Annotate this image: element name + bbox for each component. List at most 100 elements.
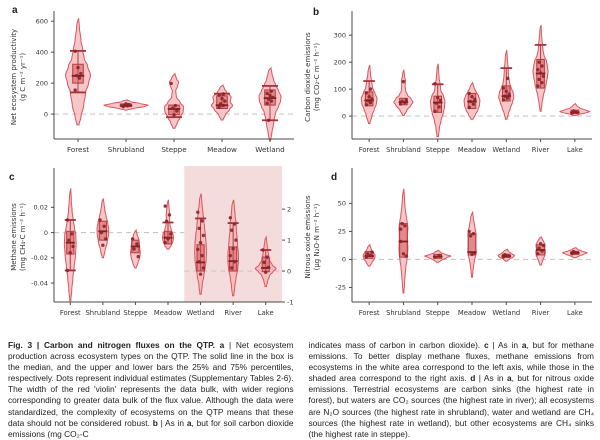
- category-label-meadow: Meadow: [207, 145, 237, 154]
- data-point: [265, 101, 269, 105]
- y-tick-label: 100: [334, 85, 346, 93]
- category-label-steppe: Steppe: [161, 145, 187, 154]
- data-point: [135, 242, 139, 246]
- violin-b-forest: [360, 64, 378, 125]
- data-point: [370, 97, 374, 101]
- data-point: [164, 219, 169, 223]
- data-point: [364, 103, 369, 107]
- data-point: [232, 260, 237, 264]
- category-label-lake: Lake: [567, 309, 583, 317]
- right-y-tick-label: -1: [287, 298, 293, 306]
- data-point: [266, 265, 271, 270]
- violin-plot-b: 300 200 100 0 Forest Shrubland Steppe Meadow Wet…: [304, 11, 592, 154]
- y-axis-label: Carbon dioxide emissions: [304, 32, 312, 122]
- y-tick-label: 300: [334, 32, 346, 40]
- data-point: [196, 210, 200, 214]
- data-point: [269, 99, 274, 103]
- data-point: [68, 251, 72, 255]
- violin-c-lake: [254, 235, 277, 287]
- y-axis-units: (g C m⁻² yr⁻¹): [19, 53, 27, 102]
- iqr-box: [196, 244, 205, 272]
- data-point: [537, 60, 541, 64]
- data-point: [217, 93, 221, 97]
- violin-plot-a: 600 400 200 0 Forest Shrubland Steppe Meadow Wet…: [10, 11, 294, 154]
- data-point: [398, 227, 403, 231]
- data-point: [266, 97, 271, 101]
- data-point: [132, 247, 136, 251]
- data-point: [434, 101, 439, 105]
- data-point: [366, 99, 370, 103]
- caption-segment: | As in: [157, 417, 187, 428]
- data-point: [220, 96, 224, 101]
- data-point: [503, 253, 507, 257]
- violin-c-wetland: [194, 193, 207, 295]
- caption-bold-segment: b: [152, 417, 158, 428]
- data-point: [175, 109, 179, 113]
- data-point: [197, 226, 201, 231]
- data-point: [65, 268, 70, 273]
- data-point: [404, 254, 408, 258]
- caption-segment: | As in: [475, 373, 507, 384]
- caption-bold-segment: c: [484, 340, 489, 350]
- violin-b-wetland: [498, 49, 515, 120]
- violin-a-meadow: [210, 84, 234, 121]
- y-tick-label: 200: [334, 58, 346, 66]
- data-point: [77, 76, 82, 80]
- category-label-forest: Forest: [359, 146, 380, 154]
- data-point: [501, 86, 506, 90]
- right-y-tick-label: 1: [287, 236, 291, 244]
- data-point: [437, 105, 441, 109]
- caption-bold-segment: a: [186, 417, 192, 428]
- data-point: [167, 213, 172, 217]
- violin-d-forest: [362, 243, 376, 267]
- data-point: [433, 109, 437, 113]
- data-point: [169, 232, 173, 236]
- data-point: [163, 204, 167, 208]
- violin-plot-c: 0.02 0 -0.02 -0.04 2 1 0 -1 Forest Shrubland Stepp…: [10, 166, 293, 317]
- panel-letter-d: d: [331, 172, 338, 183]
- violin-c-forest: [63, 188, 77, 302]
- caption-column-right: indicates mass of carbon in carbon dioxi…: [309, 340, 595, 440]
- data-point: [540, 249, 544, 253]
- iqr-box: [72, 63, 84, 84]
- data-point: [368, 87, 373, 91]
- data-point: [364, 255, 369, 259]
- violin-shape: [393, 69, 414, 116]
- data-point: [536, 68, 540, 72]
- data-point: [76, 65, 80, 70]
- category-label-river: River: [532, 309, 550, 317]
- data-point: [507, 92, 511, 96]
- data-point: [73, 49, 77, 53]
- data-point: [264, 270, 268, 274]
- data-point: [228, 216, 233, 220]
- violin-plot-d: 50 25 0 -25 Forest Shrubland Steppe Meadow Wetla…: [304, 168, 592, 317]
- violin-c-steppe: [129, 228, 141, 269]
- data-point: [473, 97, 477, 102]
- data-point: [571, 109, 576, 113]
- data-point: [101, 243, 105, 247]
- data-point: [102, 224, 106, 228]
- data-point: [268, 93, 272, 98]
- data-point: [505, 96, 510, 100]
- data-point: [368, 253, 373, 258]
- y-tick-label: 0.02: [34, 204, 48, 212]
- violin-shape: [559, 102, 591, 116]
- y-axis-label: Nitrous oxide emissions: [304, 195, 312, 278]
- data-point: [169, 81, 173, 86]
- violin-a-steppe: [163, 72, 185, 129]
- data-point: [364, 91, 369, 95]
- y-axis-units: (mg CH₄-C m⁻² h⁻¹): [19, 203, 27, 271]
- y-tick-label: 25: [338, 228, 346, 236]
- iqr-box: [261, 256, 270, 273]
- data-point: [367, 94, 371, 99]
- data-point: [265, 91, 269, 96]
- data-point: [540, 80, 544, 85]
- right-y-tick-label: 0: [287, 267, 291, 275]
- panel-b: b 300 200 100 0 Forest Shrubland Steppe Meadow W…: [300, 3, 596, 164]
- caption-segment: indicates mass of carbon in carbon dioxi…: [308, 340, 485, 350]
- data-point: [198, 272, 203, 276]
- data-point: [271, 95, 275, 100]
- violin-d-lake: [561, 246, 588, 259]
- caption-column-left: Fig. 3 | Carbon and nitrogen fluxes on t…: [8, 340, 294, 440]
